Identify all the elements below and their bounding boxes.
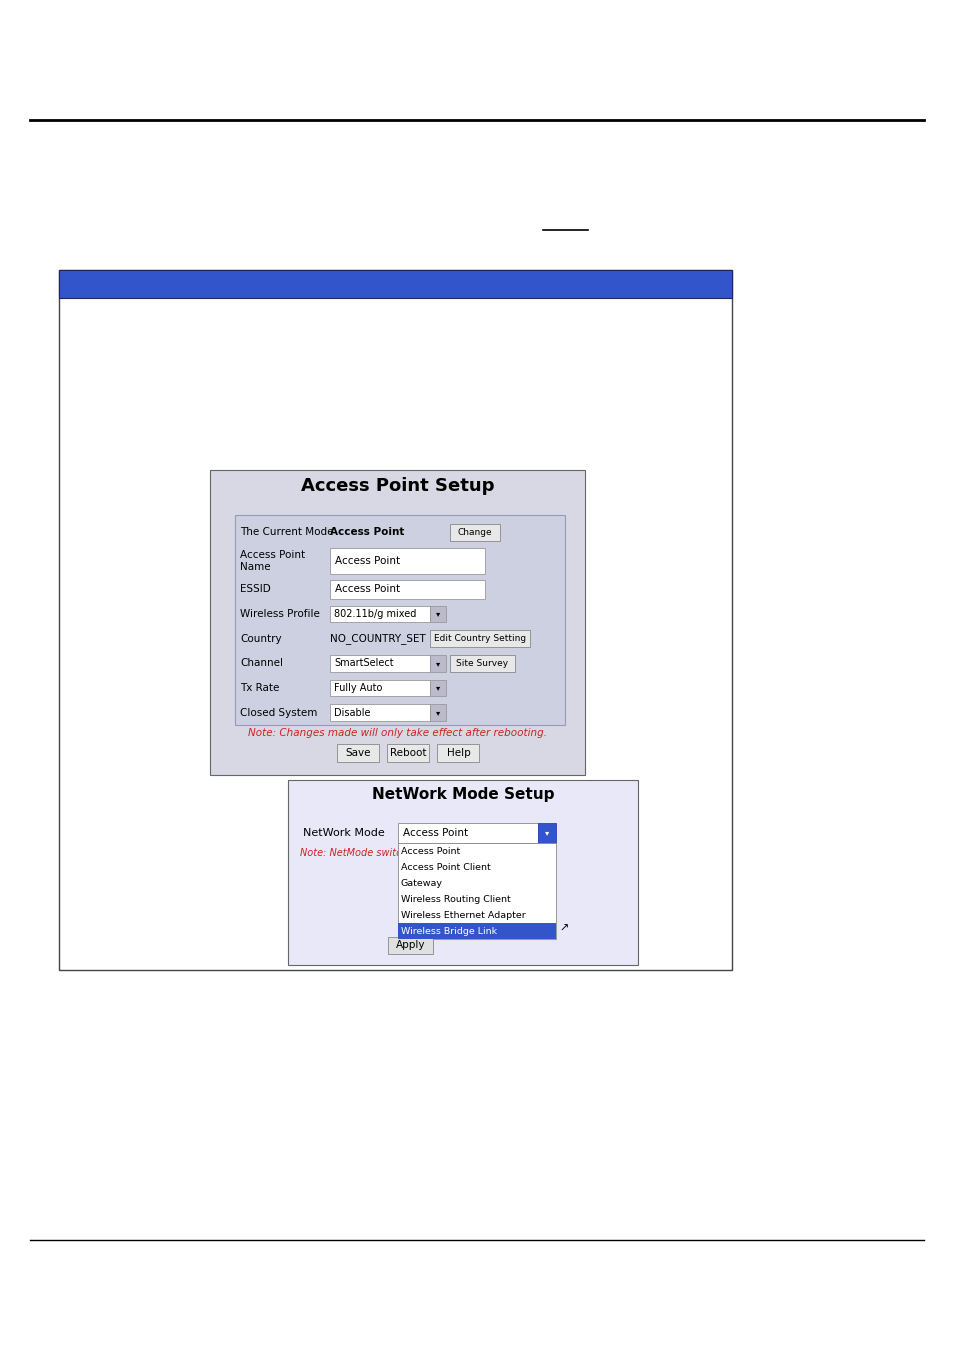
Bar [330, 580, 484, 599]
Text: Channel: Channel [240, 659, 283, 668]
Bar [397, 923, 556, 939]
Text: Apply: Apply [395, 940, 425, 950]
Text: Access Point: Access Point [335, 584, 399, 595]
Text: Wireless Routing Client: Wireless Routing Client [400, 894, 510, 904]
Bar [330, 547, 484, 573]
Text: Access Point Setup: Access Point Setup [300, 477, 494, 495]
Bar [337, 744, 379, 762]
Bar [430, 606, 446, 622]
Text: Help: Help [446, 748, 470, 757]
Text: Tx Rate: Tx Rate [240, 683, 279, 692]
Text: SmartSelect: SmartSelect [334, 659, 394, 668]
Text: Disable: Disable [334, 707, 370, 718]
Text: Access Point
Name: Access Point Name [240, 550, 305, 572]
Text: Note: Changes made will only take effect after rebooting.: Note: Changes made will only take effect… [248, 728, 546, 738]
Text: NetWork Mode: NetWork Mode [303, 828, 384, 837]
Bar [288, 780, 638, 965]
Text: Wireless Ethernet Adapter: Wireless Ethernet Adapter [400, 911, 525, 920]
Bar [397, 843, 556, 939]
Bar [388, 936, 433, 954]
Text: ▾: ▾ [544, 828, 549, 837]
Text: Wireless Bridge Link: Wireless Bridge Link [400, 927, 497, 935]
Text: ↗: ↗ [558, 924, 568, 934]
Bar [210, 470, 584, 775]
Bar [450, 654, 515, 672]
Text: Gateway: Gateway [400, 878, 442, 888]
Text: Country: Country [240, 634, 281, 644]
Bar [234, 515, 564, 725]
Text: Access Point: Access Point [335, 556, 399, 566]
Text: 802.11b/g mixed: 802.11b/g mixed [334, 608, 416, 619]
Bar [537, 822, 556, 843]
Text: Note: NetMode switched will                      em.: Note: NetMode switched will em. [299, 848, 526, 858]
Text: Access Point: Access Point [330, 527, 404, 538]
Text: ▾: ▾ [436, 610, 439, 618]
Bar [330, 654, 430, 672]
Bar [387, 744, 429, 762]
Bar [430, 705, 446, 721]
Text: Fully Auto: Fully Auto [334, 683, 382, 692]
Text: NO_COUNTRY_SET: NO_COUNTRY_SET [330, 633, 425, 644]
Bar [330, 705, 430, 721]
Text: ▾: ▾ [436, 709, 439, 717]
Text: Reboot: Reboot [390, 748, 426, 757]
Bar [430, 654, 446, 672]
Text: NetWork Mode Setup: NetWork Mode Setup [372, 786, 554, 802]
Text: Change: Change [457, 528, 492, 537]
Text: Access Point: Access Point [400, 847, 459, 855]
Text: Site Survey: Site Survey [456, 659, 508, 668]
Text: Edit Country Setting: Edit Country Setting [434, 634, 525, 644]
Text: Access Point Client: Access Point Client [400, 863, 490, 871]
Bar [450, 524, 499, 541]
Bar [397, 822, 537, 843]
Bar [430, 630, 530, 646]
Bar [330, 606, 430, 622]
Text: Closed System: Closed System [240, 707, 317, 718]
Bar [437, 744, 479, 762]
Text: Wireless Profile: Wireless Profile [240, 608, 319, 619]
Text: ▾: ▾ [436, 659, 439, 668]
Text: ▾: ▾ [436, 683, 439, 692]
Text: Access Point: Access Point [402, 828, 468, 837]
Text: ESSID: ESSID [240, 584, 271, 595]
Text: The Current Mode: The Current Mode [240, 527, 334, 538]
Bar [430, 680, 446, 696]
Bar [59, 270, 731, 970]
Bar [59, 270, 731, 298]
Text: Save: Save [345, 748, 371, 757]
Bar [330, 680, 430, 696]
